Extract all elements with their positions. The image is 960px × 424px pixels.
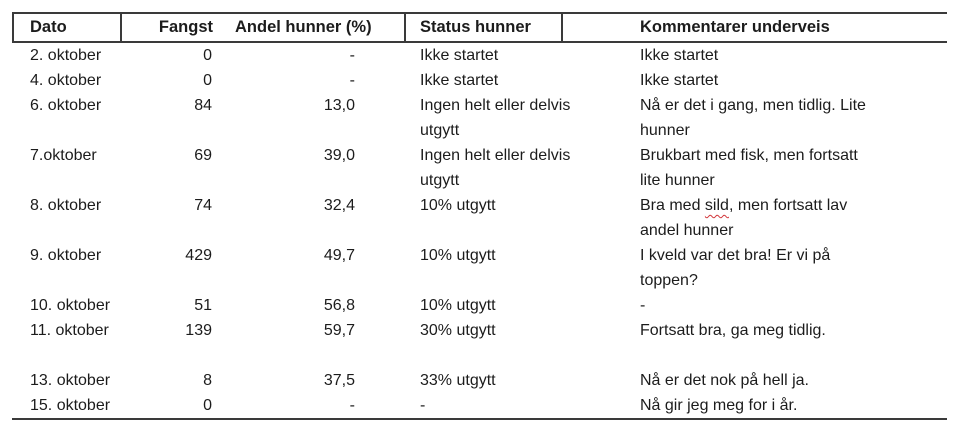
- cell-dato: 6. oktober: [30, 97, 102, 114]
- cell-fangst: 429: [185, 247, 212, 264]
- header-cell-border-after-status: [561, 12, 563, 41]
- cell-kommentar: Bra med sild, men fortsatt lav andel hun…: [630, 193, 947, 243]
- cell-fangst: 0: [203, 397, 212, 414]
- cell-andel: 37,5: [323, 372, 355, 389]
- cell-kommentar: -: [640, 297, 646, 314]
- cell-kommentar: I kveld var det bra! Er vi på toppen?: [640, 247, 831, 289]
- column-header-dato: Dato: [12, 13, 120, 43]
- cell-dato: 9. oktober: [30, 247, 102, 264]
- table-row: 9. oktober 429 49,7 10% utgytt I kveld v…: [12, 243, 947, 293]
- cell-dato: 8. oktober: [30, 197, 102, 214]
- cell-fangst: 139: [185, 322, 212, 339]
- table-row: 7.oktober 69 39,0 Ingen helt eller delvi…: [12, 143, 947, 193]
- cell-kommentar: Nå er det i gang, men tidlig. Lite hunne…: [640, 97, 866, 139]
- cell-status: 10% utgytt: [420, 297, 496, 314]
- cell-kommentar: [630, 343, 947, 368]
- cell-status: Ingen helt eller delvis utgytt: [420, 147, 571, 189]
- cell-andel: 13,0: [323, 97, 355, 114]
- table-row: 2. oktober 0 - Ikke startet Ikke startet: [12, 42, 947, 68]
- column-header-andel: Andel hunner (%): [225, 13, 404, 43]
- cell-andel: 49,7: [323, 247, 355, 264]
- table-row: 10. oktober 51 56,8 10% utgytt -: [12, 293, 947, 318]
- table-header-row: Dato Fangst Andel hunner (%) Status hunn…: [12, 13, 947, 43]
- cell-dato: 4. oktober: [30, 72, 102, 89]
- cell-kommentar: Ikke startet: [640, 47, 719, 64]
- cell-andel: -: [349, 72, 355, 89]
- cell-fangst: [120, 343, 225, 368]
- comment-text: Bra med: [640, 197, 705, 214]
- table-row: 11. oktober 139 59,7 30% utgytt Fortsatt…: [12, 318, 947, 343]
- table-row-empty: [12, 343, 947, 368]
- spellcheck-flagged-word: sild: [704, 197, 729, 214]
- cell-andel: [225, 343, 404, 368]
- cell-dato: 2. oktober: [30, 47, 102, 64]
- comment-text: , men fortsatt lav andel hunner: [640, 197, 848, 239]
- header-cell-border-before-status: [404, 12, 406, 41]
- cell-status: [404, 343, 630, 368]
- cell-andel: 59,7: [323, 322, 355, 339]
- header-cell-border-left: [12, 12, 14, 41]
- table-row: 13. oktober 8 37,5 33% utgytt Nå er det …: [12, 368, 947, 393]
- cell-andel: 56,8: [323, 297, 355, 314]
- table-row: 4. oktober 0 - Ikke startet Ikke startet: [12, 68, 947, 93]
- catch-log-table: Dato Fangst Andel hunner (%) Status hunn…: [12, 12, 947, 420]
- cell-andel: 39,0: [323, 147, 355, 164]
- cell-status: 30% utgytt: [420, 322, 496, 339]
- table-row: 8. oktober 74 32,4 10% utgytt Bra med si…: [12, 193, 947, 243]
- column-header-kommentar: Kommentarer underveis: [630, 13, 947, 43]
- cell-dato: [12, 343, 120, 368]
- column-header-status: Status hunner: [404, 13, 630, 43]
- cell-andel: 32,4: [323, 197, 355, 214]
- cell-status: 33% utgytt: [420, 372, 496, 389]
- cell-fangst: 51: [194, 297, 212, 314]
- cell-status: Ingen helt eller delvis utgytt: [420, 97, 571, 139]
- cell-andel: -: [349, 47, 355, 64]
- cell-dato: 11. oktober: [30, 322, 109, 339]
- cell-dato: 13. oktober: [30, 372, 111, 389]
- table-row: 15. oktober 0 - - Nå gir jeg meg for i å…: [12, 393, 947, 419]
- cell-fangst: 0: [203, 72, 212, 89]
- cell-kommentar: Nå gir jeg meg for i år.: [640, 397, 798, 414]
- cell-kommentar: Nå er det nok på hell ja.: [640, 372, 809, 389]
- table-row: 6. oktober 84 13,0 Ingen helt eller delv…: [12, 93, 947, 143]
- header-cell-border-after-dato: [120, 12, 122, 41]
- cell-fangst: 74: [194, 197, 212, 214]
- cell-status: Ikke startet: [420, 72, 499, 89]
- cell-status: Ikke startet: [420, 47, 499, 64]
- cell-status: 10% utgytt: [420, 197, 496, 214]
- cell-kommentar: Ikke startet: [640, 72, 719, 89]
- cell-fangst: 69: [194, 147, 212, 164]
- cell-andel: -: [349, 397, 355, 414]
- cell-dato: 10. oktober: [30, 297, 111, 314]
- cell-kommentar: Brukbart med fisk, men fortsatt lite hun…: [640, 147, 858, 189]
- cell-status: -: [420, 397, 426, 414]
- column-header-fangst: Fangst: [120, 13, 225, 43]
- cell-fangst: 8: [203, 372, 212, 389]
- cell-kommentar: Fortsatt bra, ga meg tidlig.: [640, 322, 826, 339]
- cell-fangst: 0: [203, 47, 212, 64]
- cell-status: 10% utgytt: [420, 247, 496, 264]
- cell-fangst: 84: [194, 97, 212, 114]
- cell-dato: 15. oktober: [30, 397, 111, 414]
- cell-dato: 7.oktober: [30, 147, 97, 164]
